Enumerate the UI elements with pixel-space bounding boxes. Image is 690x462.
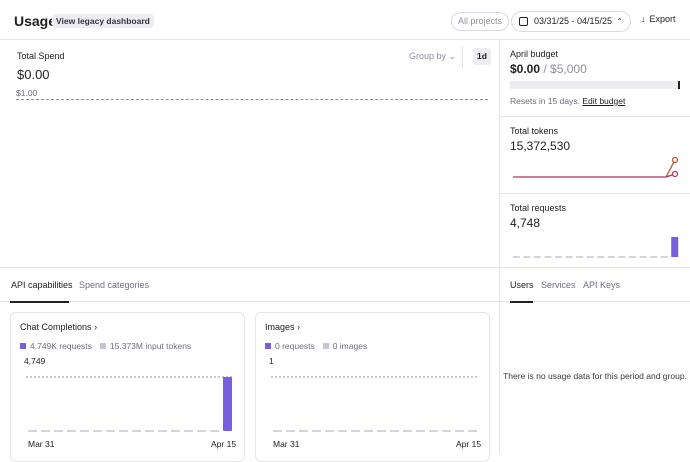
x-end-label: Apr 15 [211,439,237,449]
legend-images: 0 images [332,341,368,351]
date-range-picker[interactable]: 03/31/25 - 04/15/25 ⌃ [511,11,631,32]
spend-max-gridline [16,99,488,100]
images-card: Images › 0 requests 0 images 1 Mar 31 Apr… [255,312,490,462]
budget-reset-note: Resets in 15 days. Edit budget [510,96,625,106]
tokens-point-b [671,170,679,178]
chevron-right-icon: › [94,322,98,332]
legend-swatch-requests [20,343,26,349]
tab-services[interactable]: Services [541,280,576,290]
legend-swatch-requests [265,343,271,349]
card-title-text: Chat Completions [20,322,92,332]
tokens-sparkline [513,156,679,178]
spend-y-max-label: $1.00 [16,88,38,98]
divider [462,46,463,68]
no-usage-message: There is no usage data for this period a… [503,371,687,381]
legend-swatch-tokens [99,343,106,349]
tokens-point-a [671,156,679,164]
total-tokens-value: 15,372,530 [510,139,571,153]
budget-separator: / [540,62,551,76]
group-by-label: Group by [409,51,447,61]
budget-spent: $0.00 [510,62,541,76]
export-button[interactable]: ↓ Export [641,14,676,24]
x-end-label: Apr 15 [456,439,482,449]
tab-api-keys[interactable]: API Keys [583,280,621,290]
edit-budget-link[interactable]: Edit budget [582,96,626,106]
card-title-text: Images [265,322,295,332]
export-label: Export [649,14,676,24]
interval-1d-button[interactable]: 1d [473,48,491,65]
page-title: Usage [14,13,57,29]
active-tab-indicator [510,301,533,303]
tab-spend-categories[interactable]: Spend categories [79,280,150,290]
x-start-label: Mar 31 [273,439,300,449]
download-icon: ↓ [641,14,646,24]
bar [223,377,232,431]
tab-api-capabilities[interactable]: API capabilities [11,280,73,290]
chart-legend: 4.749K requests 15.373M input tokens [20,341,191,351]
chat-completions-chart [26,376,234,432]
budget-card: April budget $0.00 / $5,000 Resets in 15… [500,40,690,117]
total-tokens-card: Total tokens 15,372,530 [500,117,690,194]
requests-sparkline [512,237,679,258]
usage-header: Usage View legacy dashboard All projects… [0,0,690,40]
legend-requests: 0 requests [275,341,315,351]
chevron-updown-icon: ⌃ [616,17,623,26]
budget-value: $0.00 / $5,000 [510,62,587,76]
legend-requests: 4.749K requests [30,341,92,351]
active-tab-indicator [10,301,69,303]
budget-limit: $5,000 [550,62,587,76]
tokens-series-a [665,159,676,178]
y-max-label: 1 [269,356,274,366]
chat-completions-title[interactable]: Chat Completions › [20,322,97,332]
y-max-label: 4,749 [24,356,46,366]
total-spend-value: $0.00 [17,67,50,82]
chart-legend: 0 requests 0 images [265,341,367,351]
breakdown-tabs: Users Services API Keys [500,268,690,303]
chevron-down-icon: ⌄ [448,51,457,61]
calendar-icon [519,17,528,26]
request-bar [671,237,679,257]
chat-completions-card: Chat Completions › 4.749K requests 15.373… [10,312,245,462]
capabilities-tabs: API capabilities Spend categories [0,268,500,303]
total-spend-card: Total Spend $0.00 Group by ⌄ 1d $1.00 [0,40,500,268]
budget-progress-bar [510,81,680,89]
total-requests-card: Total requests 4,748 [500,194,690,268]
reset-note-text: Resets in 15 days. [510,96,580,106]
group-by-dropdown[interactable]: Group by ⌄ [409,51,456,62]
total-requests-label: Total requests [510,203,567,213]
images-title[interactable]: Images › [265,322,300,332]
total-requests-value: 4,748 [510,216,541,230]
tab-users[interactable]: Users [510,280,534,290]
chevron-right-icon: › [297,322,301,332]
images-chart [271,376,479,432]
x-start-label: Mar 31 [28,439,55,449]
project-filter-button[interactable]: All projects [451,12,510,31]
total-tokens-label: Total tokens [510,126,559,136]
capabilities-panel: Chat Completions › 4.749K requests 15.373… [0,302,500,462]
budget-limit-marker [678,81,680,89]
date-range-label: 03/31/25 - 04/15/25 [534,16,613,26]
legend-input-tokens: 15.373M input tokens [109,341,192,351]
legend-swatch-images [322,343,329,349]
total-spend-label: Total Spend [17,51,65,61]
view-legacy-dashboard-button[interactable]: View legacy dashboard [52,14,154,28]
budget-label: April budget [510,49,559,59]
